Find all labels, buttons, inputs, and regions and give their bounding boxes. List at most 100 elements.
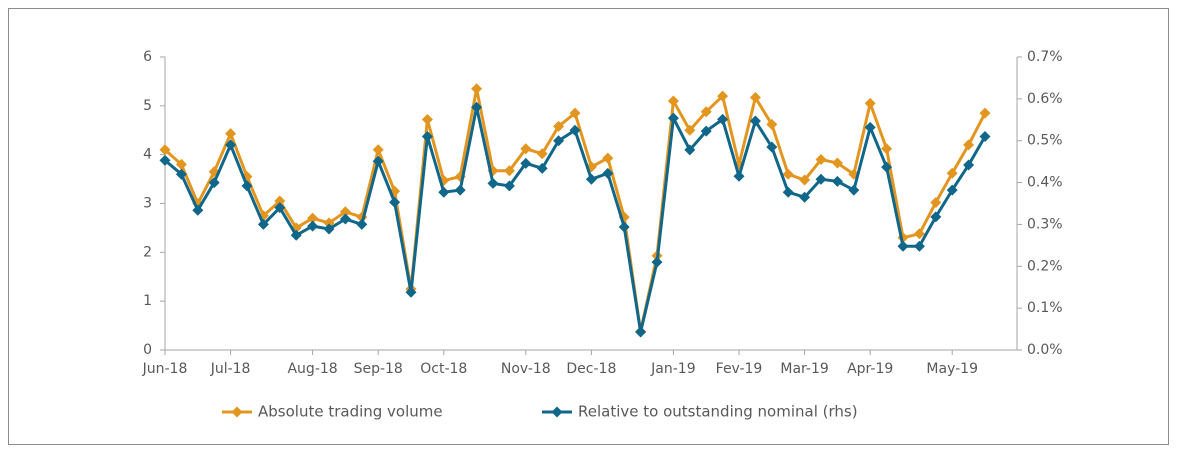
x-tick-label: Oct-18 — [420, 361, 467, 377]
point-marker — [963, 139, 975, 151]
y-tick-label: 5 — [143, 98, 152, 114]
point-marker — [389, 196, 401, 208]
point-marker — [569, 107, 581, 119]
point-marker — [421, 114, 433, 126]
point-marker — [454, 184, 466, 196]
point-marker — [667, 112, 679, 124]
point-marker — [946, 184, 958, 196]
point-marker — [503, 180, 515, 192]
point-marker — [831, 175, 843, 187]
point-marker — [913, 228, 925, 240]
point-marker — [438, 186, 450, 198]
point-marker — [339, 206, 351, 218]
point-marker — [979, 131, 991, 143]
y2-tick-label: 0.2% — [1027, 258, 1063, 274]
point-marker — [700, 106, 712, 118]
point-marker — [782, 168, 794, 180]
point-marker — [799, 174, 811, 186]
point-marker — [815, 154, 827, 166]
point-marker — [864, 121, 876, 133]
y2-tick-label: 0.7% — [1027, 49, 1063, 65]
y-tick-label: 3 — [143, 196, 152, 212]
point-marker — [536, 148, 548, 160]
y2-tick-label: 0.0% — [1027, 342, 1063, 358]
point-marker — [717, 113, 729, 125]
point-marker — [602, 152, 614, 164]
point-marker — [897, 240, 909, 252]
x-tick-label: Fev-19 — [716, 361, 763, 377]
point-marker — [831, 157, 843, 169]
point-marker — [471, 101, 483, 113]
y2-tick-label: 0.6% — [1027, 91, 1063, 107]
y2-tick-label: 0.5% — [1027, 133, 1063, 149]
point-marker — [372, 144, 384, 156]
point-marker — [274, 202, 286, 214]
point-marker — [225, 128, 237, 140]
point-marker — [487, 177, 499, 189]
point-marker — [241, 180, 253, 192]
point-marker — [963, 159, 975, 171]
y-tick-label: 2 — [143, 244, 152, 260]
point-marker — [602, 167, 614, 179]
point-marker — [192, 204, 204, 216]
x-tick-label: Mar-19 — [780, 361, 828, 377]
x-tick-label: Apr-19 — [847, 361, 893, 377]
y-tick-label: 1 — [143, 293, 152, 309]
x-tick-label: Jul-18 — [210, 361, 251, 377]
y-tick-label: 0 — [143, 342, 152, 358]
point-marker — [553, 120, 565, 132]
point-marker — [520, 143, 532, 155]
x-tick-label: Jun-18 — [142, 361, 188, 377]
y-tick-label: 6 — [143, 49, 152, 65]
point-marker — [323, 223, 335, 235]
point-marker — [307, 212, 319, 224]
point-marker — [274, 195, 286, 207]
point-marker — [913, 240, 925, 252]
point-marker — [471, 83, 483, 95]
point-marker — [881, 161, 893, 173]
legend-swatch-marker — [551, 406, 563, 418]
point-marker — [503, 165, 515, 177]
point-marker — [700, 125, 712, 137]
point-marker — [225, 139, 237, 151]
point-marker — [930, 197, 942, 209]
point-marker — [782, 186, 794, 198]
point-marker — [421, 131, 433, 143]
x-tick-label: May-19 — [926, 361, 978, 377]
point-marker — [290, 229, 302, 241]
point-marker — [208, 177, 220, 189]
point-marker — [159, 154, 171, 166]
point-marker — [979, 107, 991, 119]
legend-swatch-marker — [231, 406, 243, 418]
point-marker — [667, 95, 679, 107]
point-marker — [766, 141, 778, 153]
point-marker — [684, 144, 696, 156]
point-marker — [733, 170, 745, 182]
point-marker — [799, 191, 811, 203]
point-marker — [848, 184, 860, 196]
point-marker — [815, 173, 827, 185]
y2-tick-label: 0.4% — [1027, 175, 1063, 191]
point-marker — [881, 143, 893, 155]
point-marker — [749, 115, 761, 127]
x-tick-label: Dec-18 — [566, 361, 616, 377]
point-marker — [175, 158, 187, 170]
point-marker — [585, 173, 597, 185]
point-marker — [749, 92, 761, 104]
point-marker — [946, 167, 958, 179]
point-marker — [405, 286, 417, 298]
x-tick-label: Nov-18 — [501, 361, 551, 377]
y2-tick-label: 0.1% — [1027, 300, 1063, 316]
point-marker — [684, 124, 696, 136]
point-marker — [930, 211, 942, 223]
point-marker — [536, 162, 548, 174]
point-marker — [635, 326, 647, 338]
point-marker — [372, 155, 384, 167]
legend-label: Relative to outstanding nominal (rhs) — [578, 403, 858, 421]
point-marker — [717, 90, 729, 102]
x-tick-label: Sep-18 — [354, 361, 403, 377]
point-marker — [159, 144, 171, 156]
point-marker — [520, 157, 532, 169]
point-marker — [651, 256, 663, 268]
